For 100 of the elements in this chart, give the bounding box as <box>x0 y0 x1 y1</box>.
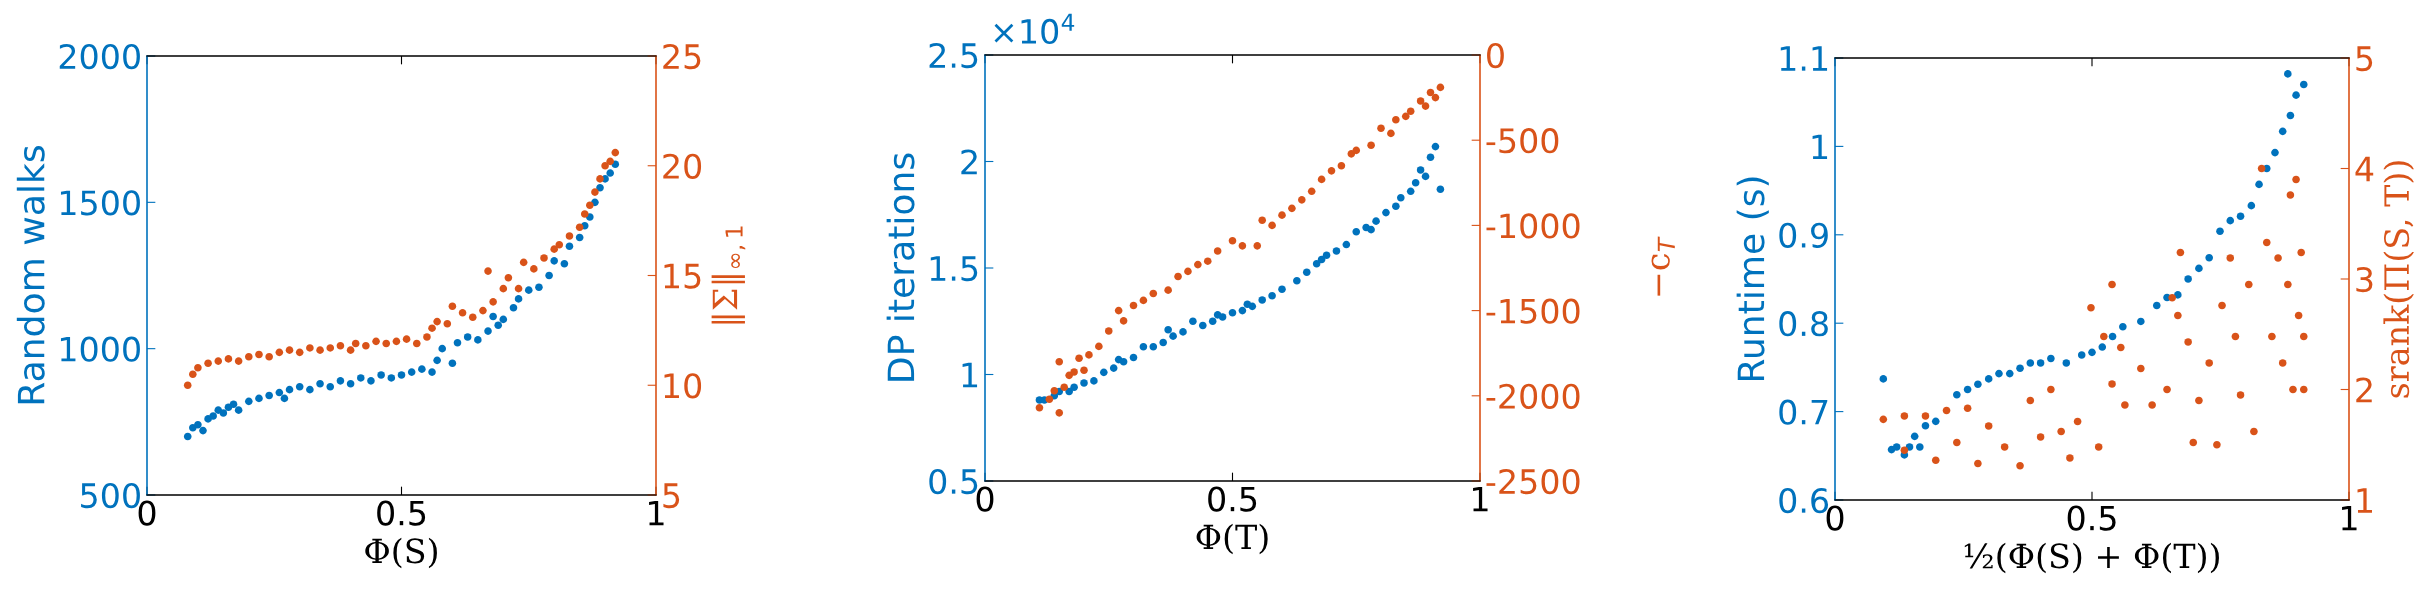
point <box>275 388 284 397</box>
point <box>2286 191 2295 199</box>
point <box>1382 208 1390 217</box>
point <box>1218 313 1227 321</box>
point <box>1035 403 1044 412</box>
point <box>2057 427 2065 436</box>
point <box>1337 161 1346 170</box>
point <box>606 169 614 177</box>
point <box>1129 301 1138 310</box>
point <box>402 335 411 343</box>
point <box>1213 247 1222 255</box>
point <box>438 344 447 353</box>
point <box>1931 456 1940 465</box>
point <box>199 426 207 435</box>
point <box>489 298 497 306</box>
point <box>1421 102 1430 110</box>
point <box>1377 124 1385 133</box>
point <box>418 365 426 373</box>
point <box>1055 409 1064 417</box>
point <box>1189 317 1197 326</box>
point <box>479 306 487 315</box>
point <box>1963 385 1972 394</box>
x-tick-label: 0 <box>976 486 994 512</box>
point <box>2005 369 2014 378</box>
point <box>2236 391 2245 399</box>
point <box>565 232 574 240</box>
point <box>1387 129 1395 138</box>
point <box>265 391 273 400</box>
point <box>1278 285 1286 294</box>
point <box>2294 311 2303 320</box>
point <box>1090 377 1098 385</box>
point <box>1139 343 1148 351</box>
point <box>326 382 335 391</box>
point <box>575 233 584 242</box>
x-tick-label: 0.5 <box>1208 486 1257 512</box>
point <box>2184 275 2192 283</box>
point <box>2174 311 2182 320</box>
point <box>2278 359 2287 367</box>
point <box>346 346 355 354</box>
point <box>474 336 482 344</box>
point <box>2016 364 2024 373</box>
point <box>606 157 614 166</box>
point <box>1119 317 1128 325</box>
point <box>1238 242 1247 250</box>
y2-tick-label: -2000 <box>1486 383 1580 409</box>
point <box>580 210 589 218</box>
point <box>1075 354 1083 363</box>
point <box>2000 443 2009 451</box>
point <box>1900 446 1909 455</box>
point <box>382 339 391 348</box>
point <box>2174 291 2182 299</box>
point <box>468 313 477 322</box>
point <box>453 339 462 347</box>
point <box>234 406 243 414</box>
point <box>2284 280 2292 289</box>
x-tick-label: 1 <box>1473 486 1488 512</box>
y-tick-label: 1 <box>962 362 978 388</box>
y2-tick-label: 15 <box>664 263 701 289</box>
point <box>591 188 599 196</box>
point <box>2108 380 2116 388</box>
point <box>275 348 284 357</box>
y2-tick-label: 5 <box>663 483 680 509</box>
y2-axis-title: srank(Π(S, T)) <box>2383 161 2414 398</box>
point <box>1258 296 1266 304</box>
point <box>2284 70 2292 78</box>
point <box>448 302 457 311</box>
point <box>545 271 553 280</box>
y-tick-label: 2.5 <box>929 42 978 69</box>
y2-tick-label: 20 <box>663 153 702 179</box>
point <box>596 175 604 183</box>
point <box>1436 83 1445 92</box>
point <box>1203 257 1212 265</box>
y2-tick-label: 10 <box>664 373 702 399</box>
point <box>234 357 243 365</box>
point <box>458 309 467 317</box>
y-axis-title: DP iterations <box>886 153 915 381</box>
point <box>489 312 497 321</box>
point <box>2176 248 2185 257</box>
point <box>336 377 345 385</box>
point <box>255 394 263 403</box>
point <box>1159 338 1167 347</box>
point <box>1426 153 1435 162</box>
x-tick-label: 0 <box>1826 505 1844 531</box>
point <box>1332 247 1341 255</box>
point <box>1431 142 1440 151</box>
point <box>219 409 228 417</box>
point <box>1149 343 1158 351</box>
point <box>1931 417 1940 426</box>
point <box>1164 286 1172 294</box>
point <box>392 337 401 346</box>
x-tick-label: 1 <box>649 500 664 526</box>
point <box>377 371 385 379</box>
point <box>2299 385 2308 394</box>
point <box>265 352 273 361</box>
point <box>1942 406 1951 415</box>
point <box>2271 148 2279 157</box>
point <box>2062 359 2071 367</box>
point <box>2216 227 2224 236</box>
point <box>1070 383 1078 392</box>
y2-tick-label: 4 <box>2355 156 2374 182</box>
